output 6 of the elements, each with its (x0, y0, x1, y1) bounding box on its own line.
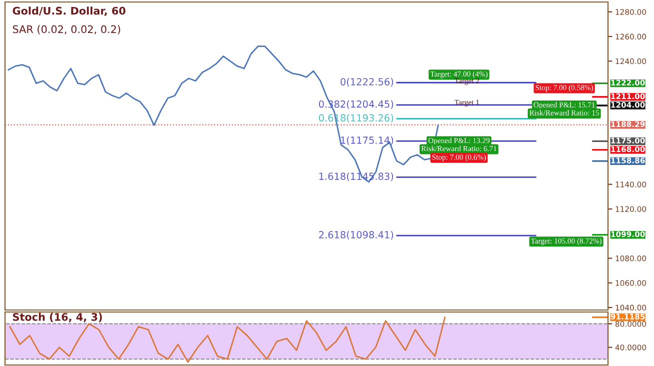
ref-line-label: 2.618(1098.41) (319, 230, 394, 240)
ref-line-label: 0(1222.56) (340, 78, 394, 87)
chart-title: Gold/U.S. Dollar, 60 (12, 6, 126, 16)
chart-title: Stoch (16, 4, 3) (12, 312, 102, 322)
text: SAR (0.02, 0.02, 0.2) (12, 25, 120, 34)
ref-line-label: 1(1175.14) (341, 136, 394, 146)
